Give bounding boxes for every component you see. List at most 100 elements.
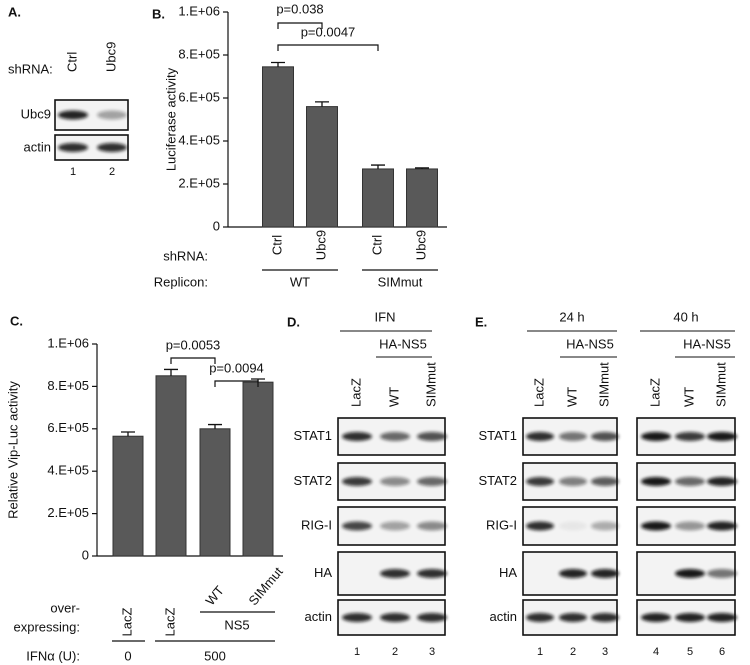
bar bbox=[242, 381, 274, 557]
lane-label: Ubc9 bbox=[103, 42, 118, 72]
band bbox=[417, 432, 447, 441]
bracket bbox=[214, 380, 259, 387]
lane-label: LacZ bbox=[348, 378, 363, 407]
band bbox=[591, 432, 619, 441]
p-value: p=0.0094 bbox=[209, 360, 264, 375]
error-bar bbox=[415, 167, 429, 169]
lane-number: 6 bbox=[719, 646, 725, 658]
lane-number: 2 bbox=[570, 646, 576, 658]
y-tick-label: 6.E+05 bbox=[178, 89, 220, 104]
row-label: STAT2 bbox=[293, 473, 332, 488]
panel-label: B. bbox=[152, 6, 165, 21]
y-tick-label: 1.E+06 bbox=[47, 335, 89, 350]
band bbox=[559, 521, 587, 531]
band bbox=[526, 477, 554, 486]
band bbox=[591, 477, 619, 486]
band bbox=[97, 110, 127, 120]
band bbox=[675, 432, 705, 441]
x-tick-label: WT bbox=[202, 583, 227, 608]
y-tick-label: 0 bbox=[82, 547, 89, 562]
error-bar bbox=[164, 368, 178, 376]
bar bbox=[112, 435, 144, 557]
row-label: RIG-I bbox=[301, 517, 332, 532]
lane-label: SIMmut bbox=[423, 362, 438, 407]
row-label: Ubc9 bbox=[21, 106, 51, 121]
error-bar bbox=[208, 423, 222, 429]
x-tick-label: Ctrl bbox=[369, 235, 384, 255]
band bbox=[380, 432, 410, 441]
band bbox=[559, 432, 587, 441]
y-axis-label: Relative Vip-Luc activity bbox=[5, 381, 20, 519]
band bbox=[342, 521, 372, 531]
panel-label: E. bbox=[475, 314, 487, 329]
error-bar bbox=[371, 164, 385, 169]
bracket bbox=[170, 357, 216, 364]
band bbox=[675, 569, 705, 578]
row-label: actin bbox=[24, 139, 51, 154]
band bbox=[707, 432, 737, 441]
bar bbox=[406, 168, 438, 228]
header: HA-NS5 bbox=[566, 336, 614, 351]
error-bar bbox=[121, 431, 135, 437]
row-label: STAT1 bbox=[478, 428, 517, 443]
row-label: HA bbox=[314, 565, 332, 580]
header: HA-NS5 bbox=[683, 336, 731, 351]
category-row-label: shRNA: bbox=[163, 248, 208, 263]
lane-label: LacZ bbox=[531, 378, 546, 407]
row-label: STAT2 bbox=[478, 473, 517, 488]
group-label: WT bbox=[290, 274, 310, 289]
row-label: HA bbox=[499, 565, 517, 580]
category-row-label: expressing: bbox=[14, 619, 80, 634]
band bbox=[591, 613, 619, 622]
band bbox=[380, 477, 410, 486]
band bbox=[641, 521, 671, 531]
lane-header: shRNA: bbox=[8, 61, 53, 76]
p-value: p=0.038 bbox=[276, 1, 323, 16]
row-label: STAT1 bbox=[293, 428, 332, 443]
lane-number: 1 bbox=[70, 166, 76, 178]
band bbox=[559, 477, 587, 486]
lane-label: SIMmut bbox=[713, 362, 728, 407]
lane-number: 1 bbox=[537, 646, 543, 658]
header: 24 h bbox=[559, 309, 584, 324]
lane-number: 4 bbox=[653, 646, 659, 658]
band bbox=[526, 521, 554, 531]
lane-number: 2 bbox=[109, 166, 115, 178]
lane-label: SIMmut bbox=[596, 362, 611, 407]
x-tick-label: Ubc9 bbox=[413, 230, 428, 260]
band bbox=[417, 613, 447, 622]
error-bar bbox=[315, 101, 329, 107]
y-axis-label: Luciferase activity bbox=[163, 67, 178, 171]
y-tick-label: 8.E+05 bbox=[47, 378, 89, 393]
category-row-label: over- bbox=[50, 600, 80, 615]
y-tick-label: 1.E+06 bbox=[178, 3, 220, 18]
header: 40 h bbox=[673, 309, 698, 324]
header: IFN bbox=[375, 309, 396, 324]
bracket bbox=[277, 22, 323, 29]
band bbox=[675, 477, 705, 486]
x-tick-label: LacZ bbox=[162, 607, 177, 636]
panel-label: C. bbox=[10, 313, 23, 328]
band bbox=[342, 432, 372, 441]
dose-label: 0 bbox=[124, 648, 131, 663]
dose-label: 500 bbox=[204, 648, 226, 663]
y-tick-label: 8.E+05 bbox=[178, 46, 220, 61]
band bbox=[591, 521, 619, 531]
bar bbox=[262, 66, 294, 228]
y-tick-label: 6.E+05 bbox=[47, 420, 89, 435]
bracket bbox=[277, 44, 379, 51]
group-label: SIMmut bbox=[378, 274, 423, 289]
x-tick-label: SIMmut bbox=[245, 564, 286, 608]
lane-label: WT bbox=[564, 387, 579, 407]
band bbox=[417, 569, 447, 578]
header: HA-NS5 bbox=[379, 336, 427, 351]
band bbox=[641, 477, 671, 486]
error-bar bbox=[271, 61, 285, 67]
row-label: RIG-I bbox=[486, 517, 517, 532]
lane-number: 1 bbox=[354, 646, 360, 658]
y-tick-label: 4.E+05 bbox=[178, 132, 220, 147]
lane-number: 3 bbox=[602, 646, 608, 658]
band bbox=[707, 521, 737, 531]
band bbox=[707, 613, 737, 622]
